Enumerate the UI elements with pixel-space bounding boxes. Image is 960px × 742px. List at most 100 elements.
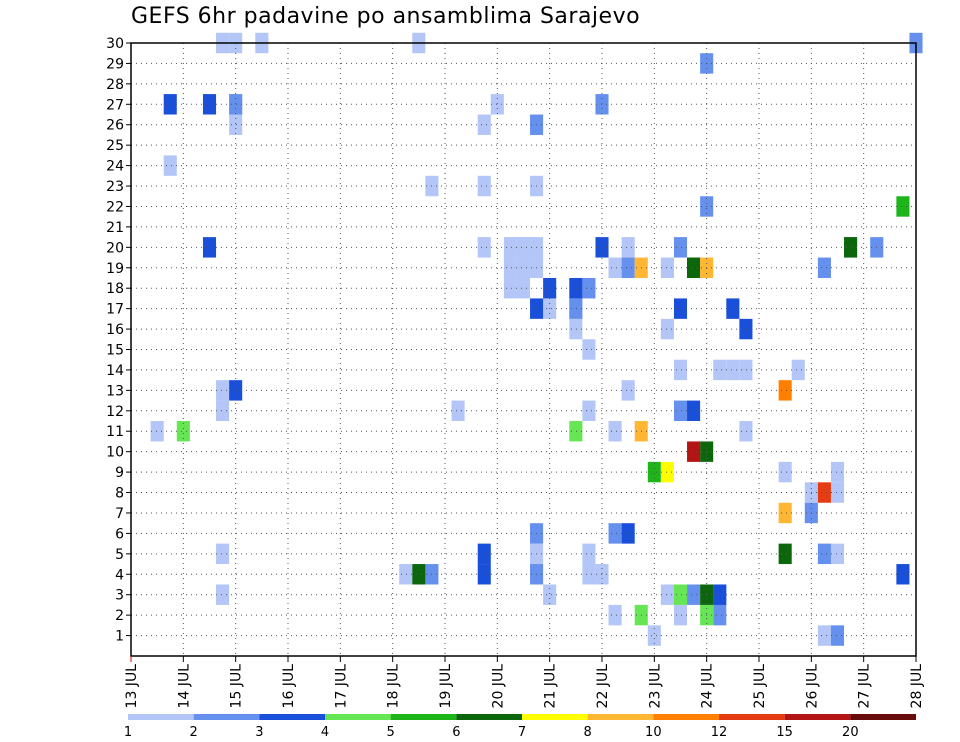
y-tick-label: 26 [106, 118, 124, 134]
precip-cell-level-1 [726, 359, 740, 381]
y-tick-label: 6 [115, 526, 124, 542]
precip-cell-level-3 [569, 277, 583, 299]
y-tick-label: 20 [106, 240, 124, 256]
precip-cell-level-1 [150, 421, 164, 442]
x-tick-label: 28 JUL [909, 664, 925, 709]
precip-cell-level-7 [687, 257, 701, 278]
precip-cell-level-2 [673, 400, 688, 422]
precip-cell-level-3 [687, 400, 701, 422]
precip-cell-level-3 [202, 94, 217, 115]
x-tick-label: 26 JUL [804, 664, 820, 709]
precip-cell-level-2 [569, 298, 583, 319]
precip-cell-level-2 [621, 257, 635, 278]
x-tick-label: 23 JUL [647, 664, 663, 709]
precip-cell-level-2 [582, 277, 596, 299]
legend-swatch [587, 714, 654, 720]
data-cells [150, 32, 923, 646]
y-tick-label: 11 [106, 424, 124, 440]
y-tick-label: 14 [106, 363, 124, 379]
legend-label: 20 [842, 725, 859, 740]
legend-swatch [719, 714, 785, 720]
x-tick-label: 19 JUL [438, 664, 454, 709]
precip-cell-level-3 [202, 237, 217, 258]
y-tick-label: 4 [115, 567, 124, 583]
precip-cell-level-1 [673, 604, 688, 626]
precip-cell-level-7 [844, 237, 858, 258]
legend-label: 4 [321, 725, 329, 740]
legend-swatch [325, 714, 391, 720]
x-tick-label: 18 JUL [386, 664, 402, 709]
precip-cell-level-1 [582, 564, 596, 585]
legend-label: 5 [387, 725, 395, 740]
y-axis: 1234567891011121314151617181920212223242… [106, 36, 131, 645]
y-tick-label: 5 [115, 547, 124, 563]
legend-swatch [259, 714, 325, 720]
legend-label: 8 [584, 725, 592, 740]
legend-label: 12 [711, 725, 728, 740]
grid-lines [131, 42, 916, 656]
precip-cell-level-2 [608, 523, 622, 544]
y-tick-label: 28 [106, 77, 124, 93]
x-tick-label: 25 JUL [752, 664, 768, 709]
y-tick-label: 8 [115, 486, 124, 502]
x-tick-label: 14 JUL [176, 664, 192, 709]
precip-cell-level-6 [647, 461, 661, 483]
precip-cell-level-1 [503, 277, 517, 299]
y-tick-label: 23 [106, 179, 124, 195]
y-tick-label: 13 [106, 383, 124, 399]
y-tick-label: 10 [106, 445, 124, 461]
precip-cell-level-1 [163, 155, 177, 176]
precip-cell-level-1 [399, 564, 413, 585]
precip-cell-level-8 [660, 461, 674, 483]
color-legend: 1 2 3 4 5 6 7 8 10 12 15 20 [124, 714, 916, 740]
x-tick-label: 27 JUL [857, 664, 873, 709]
legend-label: 1 [124, 725, 132, 740]
x-tick-label: 15 JUL [229, 664, 245, 709]
y-tick-label: 12 [106, 404, 124, 420]
precip-cell-level-1 [229, 114, 243, 135]
x-tick-label: 17 JUL [333, 664, 349, 709]
precip-cell-level-1 [516, 237, 531, 258]
precip-cell-level-1 [582, 339, 596, 360]
y-tick-label: 17 [106, 302, 124, 318]
precip-cell-level-1 [503, 257, 517, 278]
precip-cell-level-1 [569, 318, 583, 340]
y-tick-label: 30 [106, 36, 124, 52]
legend-swatch [850, 714, 916, 720]
legend-swatch [456, 714, 522, 720]
legend-swatch [390, 714, 457, 720]
precip-cell-level-5 [673, 584, 688, 605]
precip-cell-level-1 [608, 421, 622, 442]
y-tick-label: 15 [106, 343, 124, 359]
x-tick-label: 16 JUL [281, 664, 297, 709]
precip-cell-level-1 [490, 94, 504, 115]
x-tick-label: 21 JUL [543, 664, 559, 709]
precip-cell-level-1 [778, 461, 792, 483]
y-tick-label: 19 [106, 261, 124, 277]
x-tick-label: 24 JUL [700, 664, 716, 709]
y-tick-label: 18 [106, 281, 124, 297]
precip-cell-level-1 [451, 400, 465, 422]
precip-cell-level-1 [582, 543, 596, 565]
y-tick-label: 1 [115, 629, 124, 645]
precip-cell-level-5 [569, 421, 583, 442]
y-tick-label: 16 [106, 322, 124, 338]
y-tick-label: 3 [115, 588, 124, 604]
x-tick-label: 20 JUL [490, 664, 506, 709]
precip-cell-level-7 [778, 543, 792, 565]
precip-cell-level-3 [477, 543, 491, 565]
y-tick-label: 29 [106, 56, 124, 72]
legend-label: 10 [645, 725, 662, 740]
precip-cell-level-1 [713, 359, 727, 381]
precip-cell-level-3 [477, 564, 491, 585]
precip-cell-level-12 [778, 380, 792, 401]
precip-cell-level-3 [673, 298, 688, 319]
precip-cell-level-1 [739, 421, 753, 442]
y-tick-label: 22 [106, 199, 124, 215]
precip-cell-level-1 [817, 625, 831, 646]
precip-cell-level-1 [582, 400, 596, 422]
precip-cell-level-1 [216, 380, 230, 401]
y-tick-label: 7 [115, 506, 124, 522]
precip-cell-level-1 [608, 257, 622, 278]
